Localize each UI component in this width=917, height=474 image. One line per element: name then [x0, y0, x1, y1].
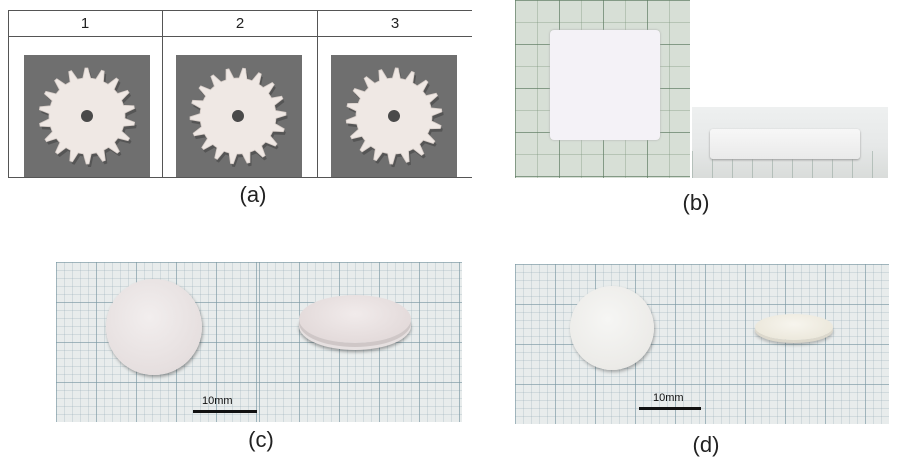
disc-side-photo-c [259, 262, 462, 422]
caption-c: (c) [248, 427, 274, 452]
caption-d: (d) [692, 432, 720, 457]
column-label-1: 1 [80, 15, 90, 32]
gear-image [189, 67, 288, 168]
table-column-divider [162, 10, 163, 178]
table-border-bottom [8, 177, 472, 178]
square-sample-side-photo [692, 107, 888, 178]
column-label-2: 2 [235, 15, 245, 32]
disc-side-photo-d [705, 264, 889, 424]
square-sample [550, 30, 660, 140]
scale-label: 10mm [653, 392, 684, 404]
gear-image [345, 67, 444, 168]
gear-table: 1 2 3 [8, 10, 472, 178]
gear-image [38, 67, 137, 167]
gear-bore-hole [232, 110, 244, 122]
square-sample-photo [515, 0, 690, 178]
gear-photo-1 [24, 55, 150, 177]
disc-top-photo-d: 10mm [515, 264, 705, 424]
disc-sample-side [755, 314, 833, 340]
table-column-divider [317, 10, 318, 178]
scale-bar [639, 407, 701, 410]
scale-bar [193, 410, 257, 413]
disc-top-photo-c: 10mm [56, 262, 259, 422]
gear-photo-3 [331, 55, 457, 177]
table-border-left [8, 10, 9, 178]
caption-b: (b) [682, 190, 710, 215]
gear-photo-2 [176, 55, 302, 177]
gear-bore-hole [81, 110, 93, 122]
disc-sample-top [106, 279, 202, 375]
disc-sample-top [570, 286, 654, 370]
disc-sample-side [299, 295, 411, 343]
scale-label: 10mm [202, 395, 233, 407]
column-label-3: 3 [390, 15, 400, 32]
square-sample-side [710, 129, 860, 159]
table-header-divider [8, 36, 472, 37]
caption-a: (a) [239, 182, 267, 207]
gear-bore-hole [388, 110, 400, 122]
table-border-top [8, 10, 472, 11]
